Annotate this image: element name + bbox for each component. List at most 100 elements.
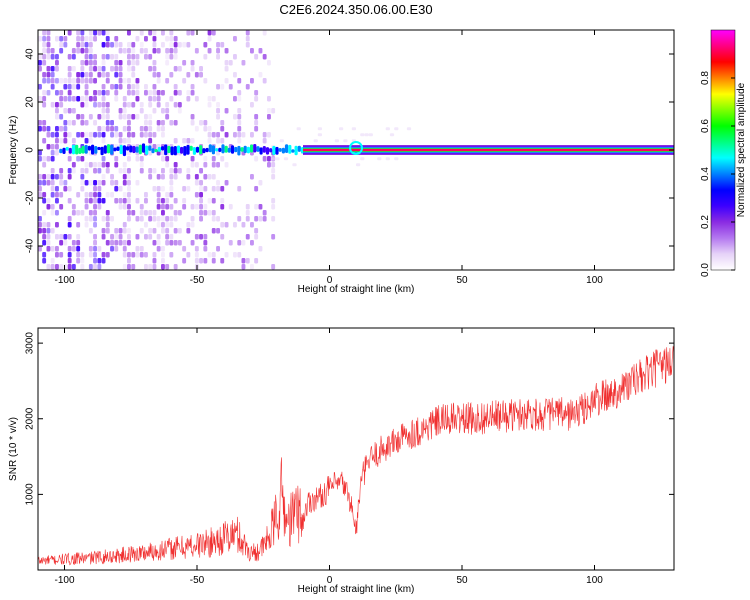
heatmap-cell bbox=[245, 204, 250, 210]
heatmap-cell bbox=[88, 78, 93, 84]
heatmap-cell bbox=[161, 54, 165, 60]
band-segment bbox=[164, 144, 168, 156]
heatmap-cell bbox=[173, 264, 178, 270]
heatmap-cell bbox=[169, 120, 174, 126]
heatmap-cell bbox=[224, 222, 229, 228]
heatmap-cell bbox=[177, 102, 182, 108]
heatmap-cell bbox=[101, 228, 106, 234]
heatmap-cell bbox=[50, 132, 55, 138]
heatmap-cell bbox=[118, 66, 123, 72]
heatmap-cell bbox=[169, 36, 174, 42]
heatmap-cell bbox=[131, 210, 136, 216]
heatmap-cell bbox=[46, 246, 51, 252]
band-segment bbox=[199, 145, 203, 155]
heatmap-cell bbox=[38, 150, 42, 156]
heatmap-cell bbox=[46, 240, 51, 246]
heatmap-cell bbox=[127, 186, 131, 192]
heatmap-cell bbox=[182, 42, 187, 48]
heatmap-cell bbox=[80, 228, 85, 234]
heatmap-cell bbox=[148, 210, 153, 216]
heatmap-cell bbox=[169, 66, 174, 72]
heatmap-cell bbox=[211, 174, 216, 180]
band-segment bbox=[272, 145, 276, 155]
heatmap-cell bbox=[161, 72, 165, 78]
heatmap-cell bbox=[165, 198, 170, 204]
heatmap-cell bbox=[122, 114, 127, 120]
heatmap-cell bbox=[122, 180, 127, 186]
heatmap-cell bbox=[224, 60, 229, 66]
heatmap-cell bbox=[63, 36, 68, 42]
heatmap-cell bbox=[122, 210, 127, 216]
heatmap-cell bbox=[250, 48, 254, 54]
heatmap-cell bbox=[296, 127, 301, 131]
heatmap-cell bbox=[84, 42, 89, 48]
heatmap-cell bbox=[127, 216, 131, 222]
heatmap-cell bbox=[351, 127, 356, 131]
heatmap-cell bbox=[194, 180, 199, 186]
heatmap-cell bbox=[139, 30, 144, 36]
band-segment bbox=[259, 147, 263, 155]
heatmap-cell bbox=[177, 90, 182, 96]
heatmap-cell bbox=[118, 78, 123, 84]
heatmap-cell bbox=[194, 162, 199, 168]
heatmap-cell bbox=[207, 252, 212, 258]
heatmap-cell bbox=[93, 264, 97, 270]
heatmap-cell bbox=[139, 252, 144, 258]
heatmap-cell bbox=[88, 162, 93, 168]
heatmap-cell bbox=[76, 132, 81, 138]
heatmap-cell bbox=[216, 180, 220, 186]
heatmap-cell bbox=[127, 258, 131, 264]
heatmap-cell bbox=[97, 246, 102, 252]
band-segment bbox=[65, 146, 69, 151]
heatmap-cell bbox=[50, 210, 55, 216]
heatmap-cell bbox=[127, 240, 131, 246]
heatmap-cell bbox=[110, 66, 114, 72]
heatmap-cell bbox=[67, 90, 72, 96]
heatmap-cell bbox=[110, 234, 114, 240]
band-segment bbox=[234, 146, 238, 153]
heatmap-cell bbox=[199, 66, 203, 72]
heatmap-cell bbox=[216, 186, 220, 192]
heatmap-cell bbox=[152, 48, 157, 54]
heatmap-cell bbox=[101, 90, 106, 96]
heatmap-cell bbox=[55, 198, 59, 204]
heatmap-cell bbox=[122, 264, 127, 270]
heatmap-cell bbox=[203, 54, 208, 60]
heatmap-cell bbox=[173, 54, 178, 60]
band-segment bbox=[246, 146, 250, 154]
heatmap-cell bbox=[50, 84, 55, 90]
heatmap-cell bbox=[148, 90, 153, 96]
heatmap-cell bbox=[110, 246, 114, 252]
heatmap-cell bbox=[203, 246, 208, 252]
heatmap-cell bbox=[144, 234, 148, 240]
heatmap-cell bbox=[271, 264, 276, 270]
heatmap-cell bbox=[144, 198, 148, 204]
heatmap-cell bbox=[245, 234, 250, 240]
heatmap-cell bbox=[271, 157, 276, 161]
heatmap-cell bbox=[71, 120, 76, 126]
heatmap-cell bbox=[105, 228, 110, 234]
heatmap-cell bbox=[245, 210, 250, 216]
heatmap-cell bbox=[156, 96, 161, 102]
heatmap-cell bbox=[237, 126, 242, 132]
heatmap-cell bbox=[224, 66, 229, 72]
snr-series-line bbox=[37, 346, 675, 566]
snr-y-tick-label: 3000 bbox=[25, 332, 36, 355]
band-segment bbox=[189, 145, 193, 151]
heatmap-cell bbox=[203, 204, 208, 210]
heatmap-cell bbox=[199, 90, 203, 96]
heatmap-cell bbox=[122, 204, 127, 210]
heatmap-cell bbox=[84, 120, 89, 126]
heatmap-cell bbox=[228, 240, 233, 246]
heatmap-cell bbox=[211, 252, 216, 258]
heatmap-cell bbox=[114, 60, 119, 66]
snr-frame bbox=[37, 327, 675, 571]
heatmap-cell bbox=[67, 168, 72, 174]
heatmap-cell bbox=[50, 180, 55, 186]
heatmap-cell bbox=[156, 240, 161, 246]
band-segment bbox=[91, 144, 95, 155]
heatmap-cell bbox=[173, 228, 178, 234]
heatmap-cell bbox=[135, 252, 140, 258]
heatmap-cell bbox=[135, 36, 140, 42]
heatmap-cell bbox=[211, 198, 216, 204]
